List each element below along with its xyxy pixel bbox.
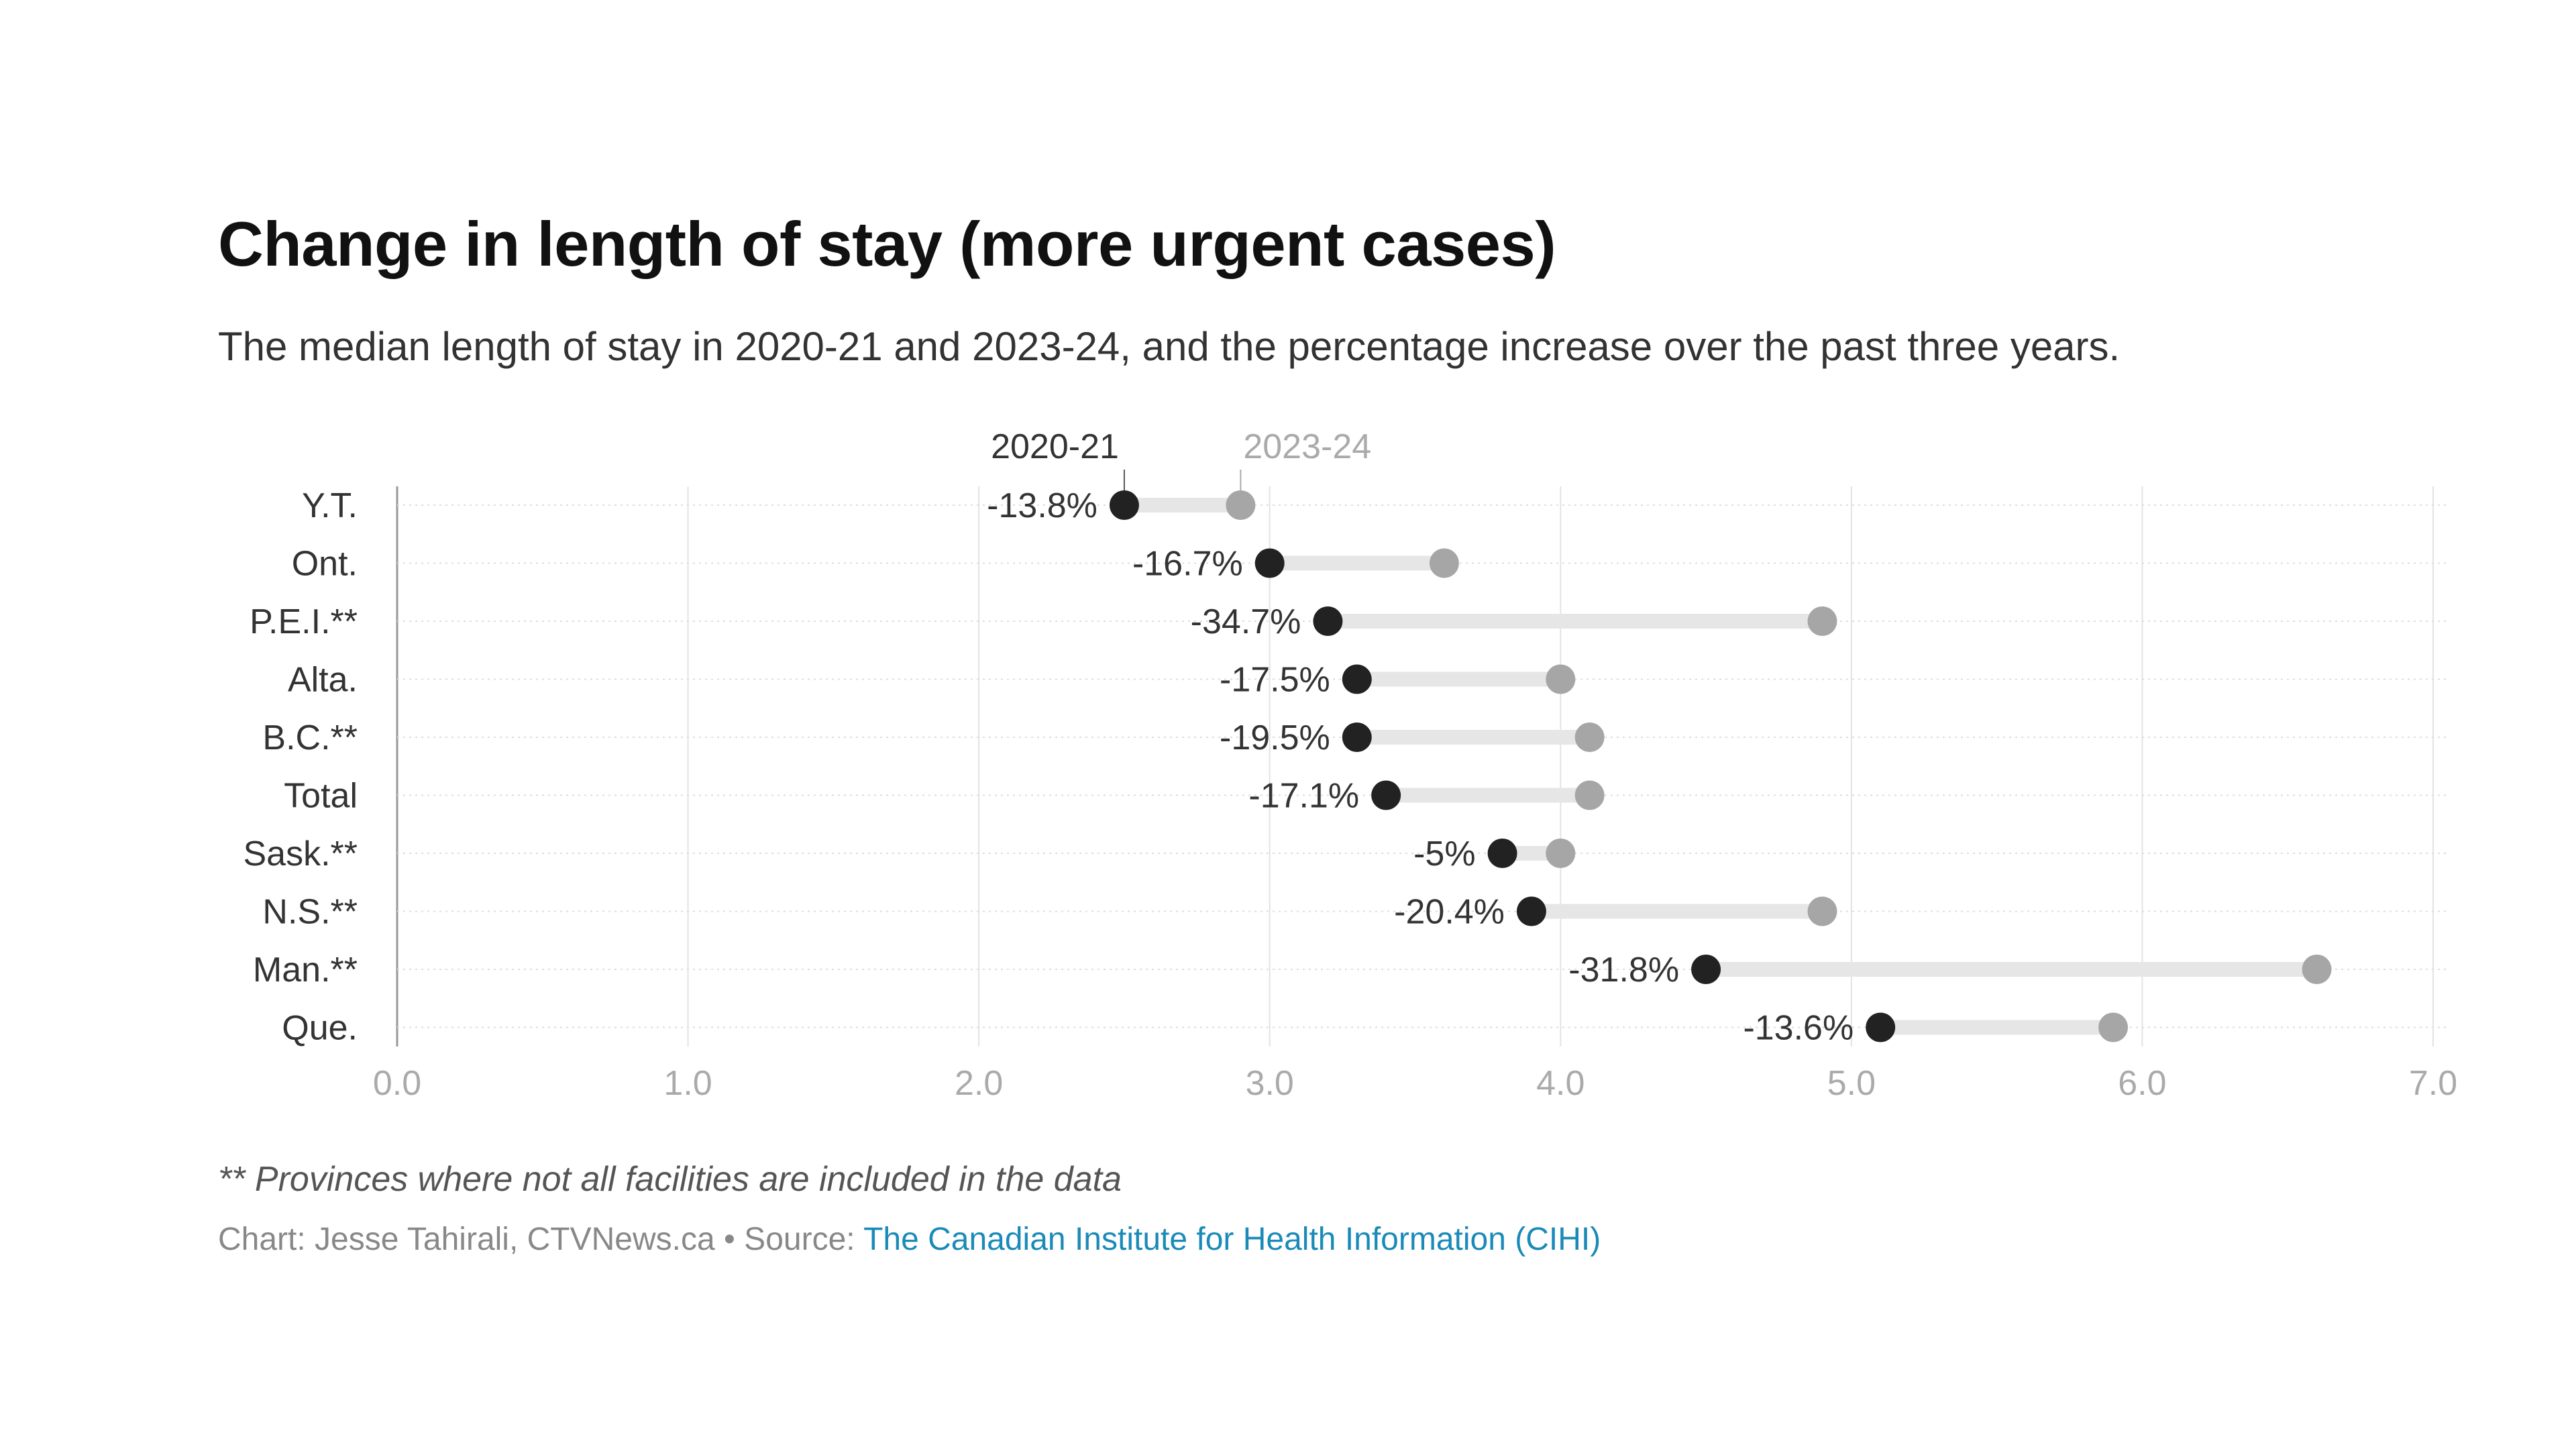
point-2023-24 [1807, 606, 1837, 636]
point-2023-24 [2098, 1012, 2129, 1042]
category-label: Total [284, 777, 358, 816]
point-2020-21 [1516, 896, 1546, 926]
percent-change-label: -20.4% [1394, 893, 1505, 932]
chart-title: Change in length of stay (more urgent ca… [218, 209, 1556, 279]
category-label: Alta. [288, 661, 358, 700]
legend-label-2023-24: 2023-24 [1243, 427, 1371, 466]
point-2020-21 [1254, 548, 1285, 578]
point-2020-21 [1313, 606, 1343, 636]
x-tick-label: 0.0 [373, 1064, 421, 1103]
x-tick-label: 7.0 [2409, 1064, 2457, 1103]
percent-change-label: -34.7% [1191, 602, 1301, 641]
point-2023-24 [1574, 722, 1605, 752]
category-label: B.C.** [262, 718, 358, 757]
percent-change-label: -16.7% [1132, 545, 1243, 584]
credit-text: Chart: Jesse Tahirali, CTVNews.ca • Sour… [218, 1222, 864, 1257]
point-2023-24 [1226, 490, 1256, 520]
category-label: Man.** [253, 951, 358, 989]
source-link[interactable]: The Canadian Institute for Health Inform… [863, 1222, 1601, 1257]
category-label: Y.T. [302, 486, 358, 525]
point-2023-24 [2302, 955, 2332, 984]
point-2020-21 [1342, 722, 1372, 752]
x-tick-label: 6.0 [2118, 1064, 2166, 1103]
point-2023-24 [1574, 780, 1605, 810]
percent-change-label: -17.5% [1220, 661, 1330, 700]
point-2020-21 [1487, 839, 1517, 868]
percent-change-label: -17.1% [1248, 777, 1359, 816]
category-label: N.S.** [262, 893, 358, 932]
dumbbell-chart: 0.0 1.0 2.0 3.0 4.0 5.0 6.0 7.0 2020-21 2023-24 Y.… [243, 427, 2457, 1103]
percent-change-label: -19.5% [1220, 718, 1330, 757]
chart-subtitle: The median length of stay in 2020-21 and… [218, 324, 2121, 369]
point-2023-24 [1546, 664, 1576, 694]
category-label: Que. [282, 1009, 358, 1048]
x-tick-label: 2.0 [955, 1064, 1003, 1103]
legend-label-2020-21: 2020-21 [991, 427, 1119, 466]
footnote: ** Provinces where not all facilities ar… [218, 1160, 1122, 1199]
category-label: P.E.I.** [250, 602, 358, 641]
percent-change-label: -5% [1413, 835, 1475, 873]
x-tick-label: 4.0 [1536, 1064, 1585, 1103]
point-2023-24 [1807, 896, 1837, 926]
point-2020-21 [1371, 780, 1401, 810]
point-2020-21 [1109, 490, 1139, 520]
x-tick-label: 3.0 [1246, 1064, 1294, 1103]
point-2020-21 [1342, 664, 1372, 694]
point-2023-24 [1429, 548, 1459, 578]
percent-change-label: -31.8% [1568, 951, 1679, 989]
x-tick-label: 1.0 [663, 1064, 712, 1103]
point-2020-21 [1691, 955, 1721, 984]
percent-change-label: -13.6% [1743, 1009, 1854, 1048]
category-label: Ont. [292, 545, 358, 584]
category-label: Sask.** [243, 835, 358, 873]
point-2023-24 [1546, 839, 1576, 868]
credit-line: Chart: Jesse Tahirali, CTVNews.ca • Sour… [218, 1221, 1601, 1258]
x-tick-label: 5.0 [1827, 1064, 1876, 1103]
percent-change-label: -13.8% [987, 486, 1097, 525]
point-2020-21 [1866, 1012, 1896, 1042]
